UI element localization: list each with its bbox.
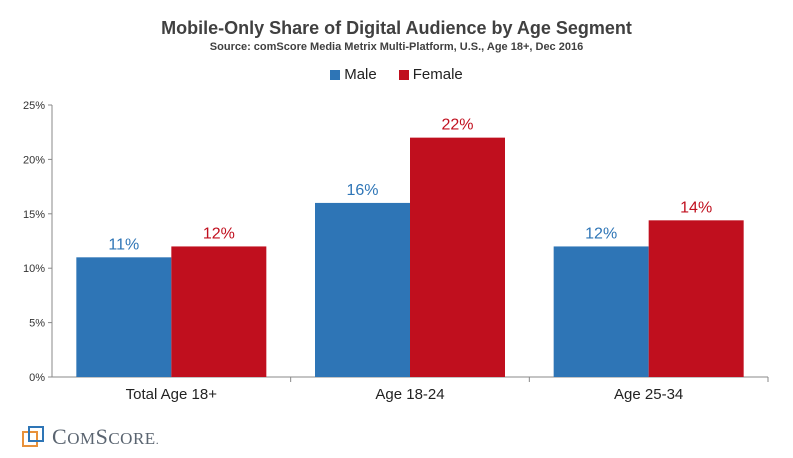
bar-male-0 (76, 257, 172, 377)
bar-female-1 (410, 137, 505, 377)
legend-item-male: Male (330, 66, 377, 83)
bar-female-2 (648, 220, 744, 377)
data-label: 14% (680, 199, 712, 216)
legend-label-male: Male (344, 66, 377, 83)
x-tick-label: Age 18-24 (375, 386, 444, 403)
data-label: 12% (203, 225, 235, 242)
bar-female-0 (171, 246, 267, 377)
comscore-logo-text: COMSCORE. (52, 424, 160, 449)
legend: Male Female (0, 66, 793, 83)
legend-item-female: Female (398, 66, 463, 83)
chart-title: Mobile-Only Share of Digital Audience by… (161, 18, 632, 38)
data-label: 16% (346, 182, 378, 199)
y-tick-label: 5% (29, 318, 45, 330)
y-tick-label: 25% (23, 100, 45, 112)
legend-label-female: Female (412, 66, 463, 83)
x-tick-label: Age 25-34 (614, 386, 683, 403)
bar-male-2 (553, 246, 649, 377)
y-tick-label: 10% (23, 263, 45, 275)
data-label: 11% (108, 236, 139, 253)
y-tick-label: 20% (23, 154, 45, 166)
comscore-logo-icon (22, 426, 44, 447)
data-label: 22% (441, 117, 473, 134)
y-tick-label: 0% (29, 372, 45, 384)
comscore-logo: COMSCORE. (22, 424, 159, 450)
legend-swatch-female (398, 69, 409, 80)
data-label: 12% (585, 225, 617, 242)
chart-subtitle: Source: comScore Media Metrix Multi-Plat… (209, 41, 584, 53)
legend-swatch-male (330, 69, 341, 80)
x-tick-label: Total Age 18+ (126, 386, 218, 403)
y-tick-label: 15% (23, 209, 45, 221)
bar-male-1 (315, 202, 410, 377)
